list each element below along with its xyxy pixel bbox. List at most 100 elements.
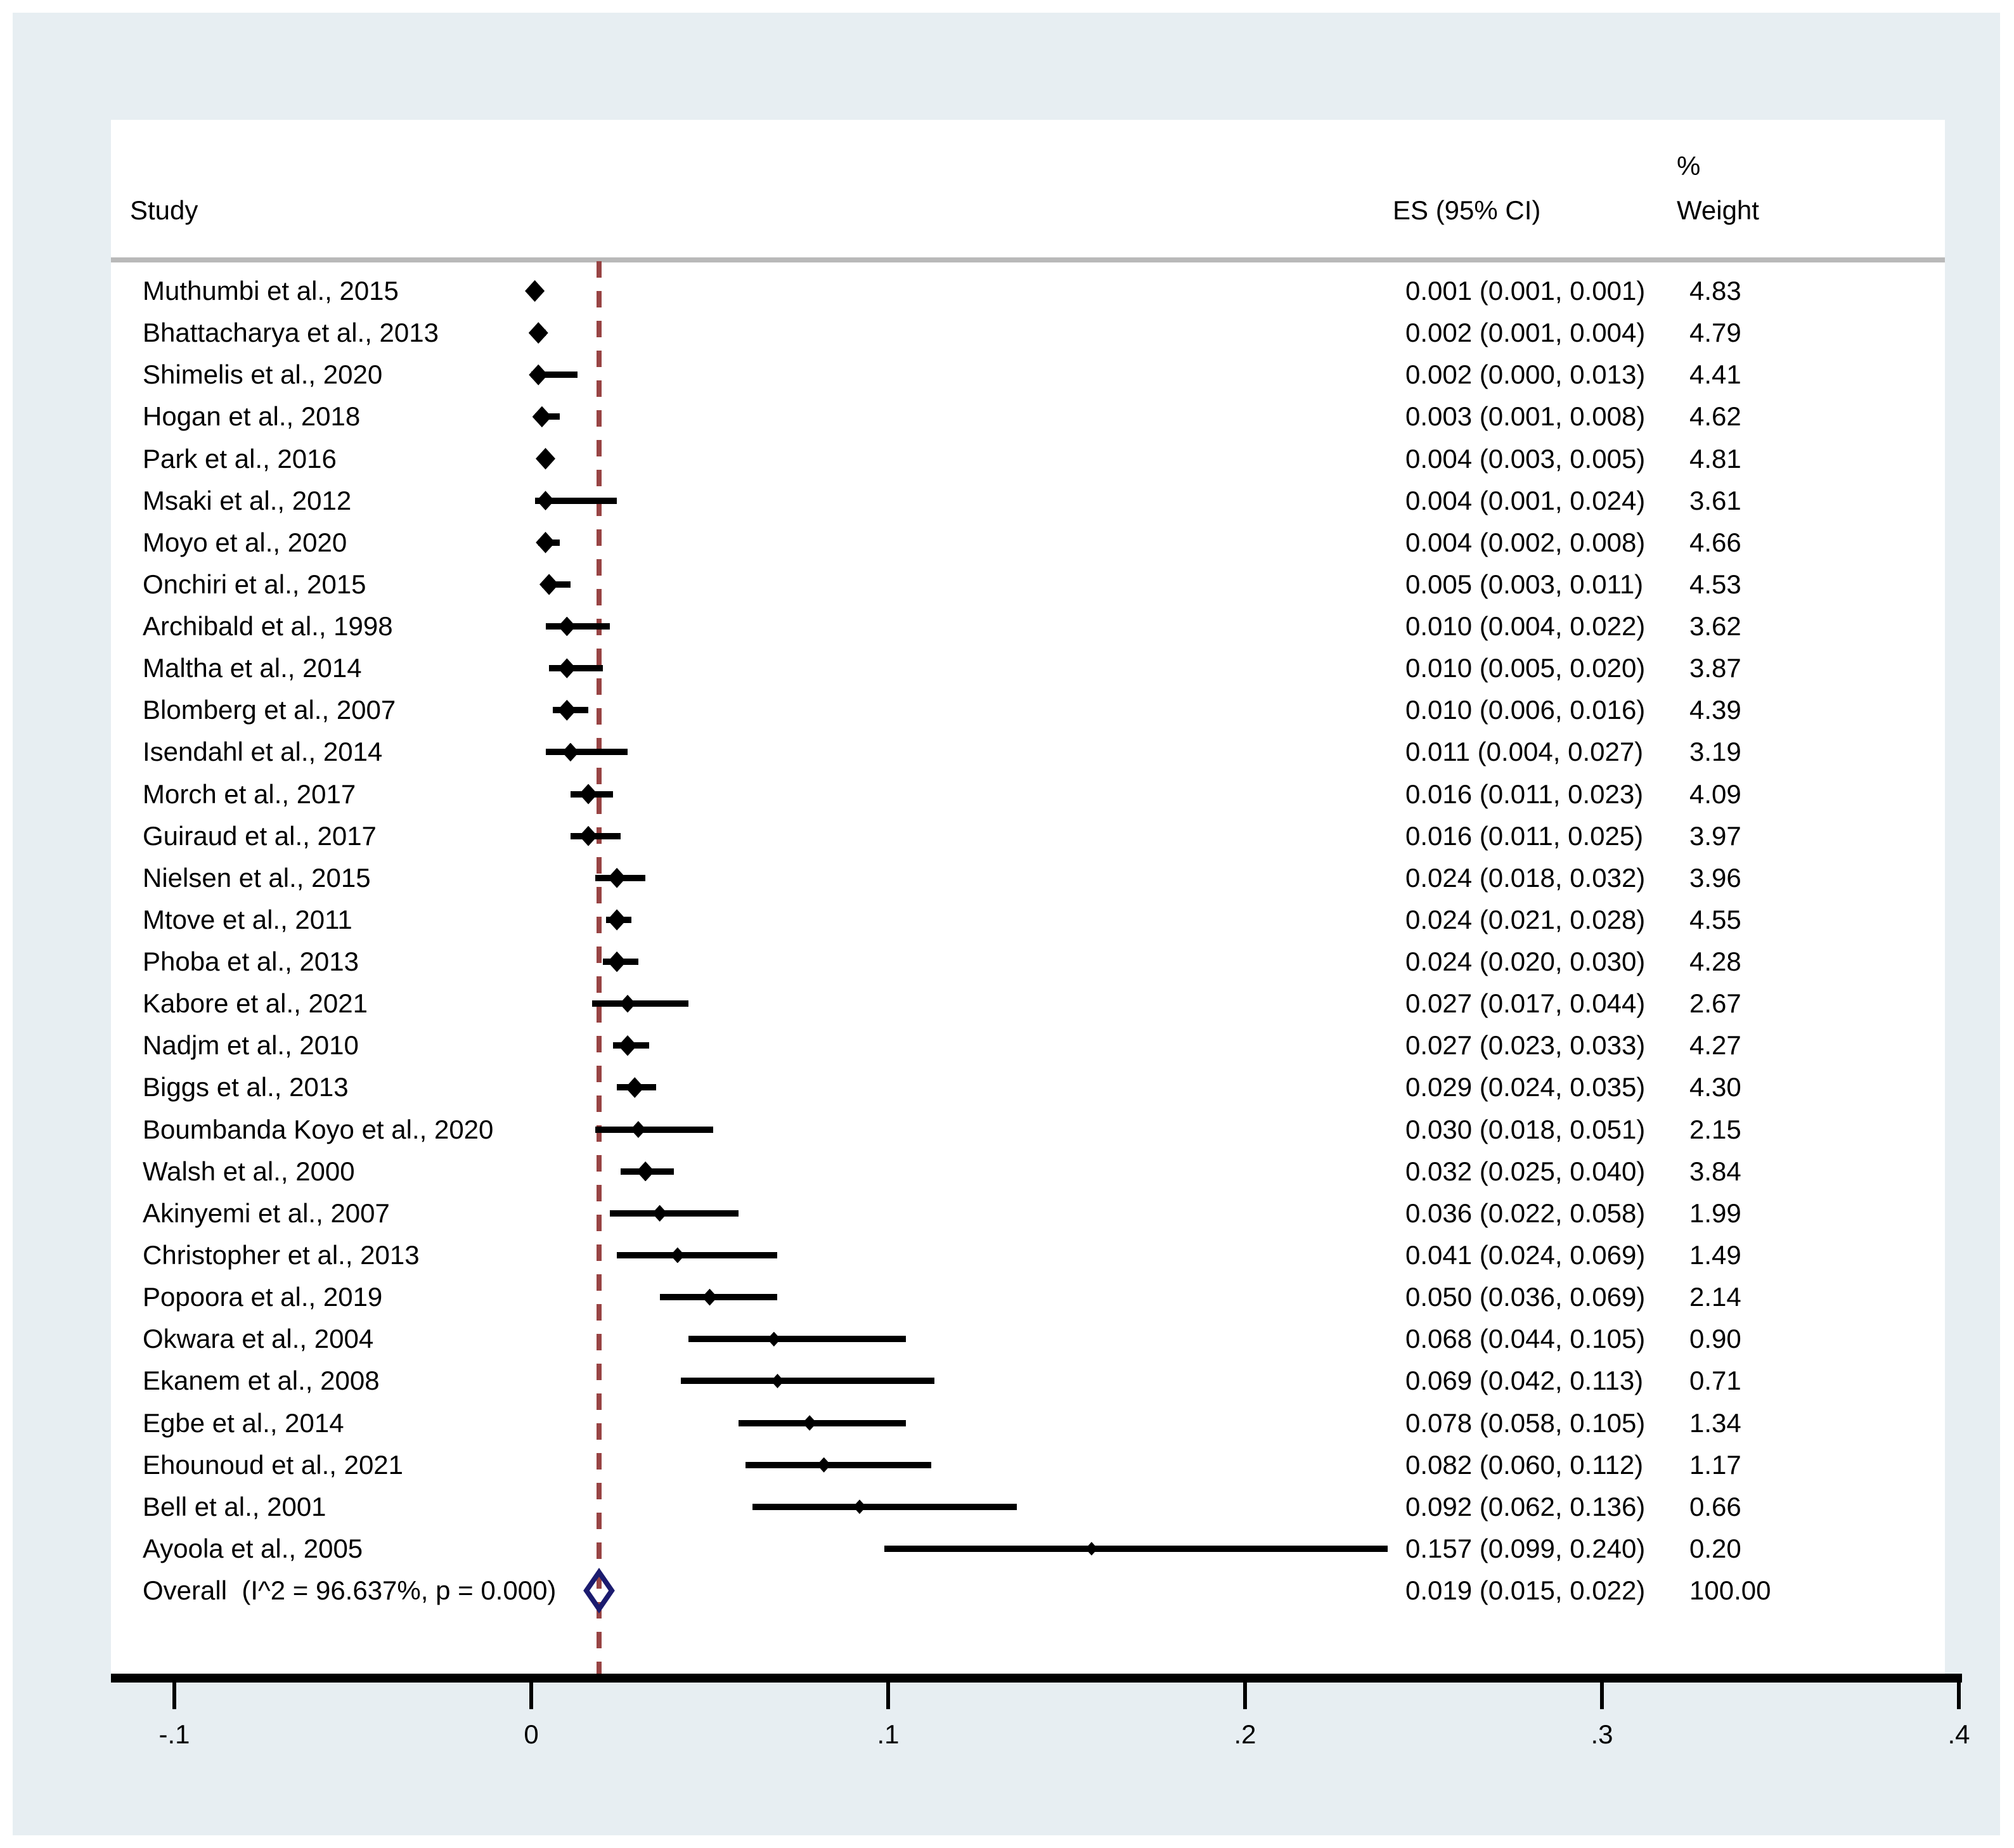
study-label: Moyo et al., 2020 (143, 527, 347, 557)
es-ci-value: 0.001 (0.001, 0.001) (1405, 276, 1646, 306)
x-axis-tick-label: 0 (524, 1719, 539, 1749)
ci-interval-line (738, 1419, 907, 1426)
x-axis-tick-label: .1 (877, 1719, 900, 1749)
es-ci-value: 0.010 (0.006, 0.016) (1405, 695, 1646, 725)
weight-value: 1.34 (1689, 1407, 1741, 1438)
study-label: Kabore et al., 2021 (143, 988, 368, 1019)
weight-value: 1.49 (1689, 1239, 1741, 1270)
x-axis-tick-label: -.1 (158, 1719, 190, 1749)
effect-size-marker (652, 1205, 668, 1222)
overall-weight-value: 100.00 (1689, 1575, 1771, 1606)
es-ci-value: 0.078 (0.058, 0.105) (1405, 1407, 1646, 1438)
weight-value: 3.84 (1689, 1156, 1741, 1186)
overall-diamond-marker (583, 1568, 615, 1614)
es-ci-value: 0.029 (0.024, 0.035) (1405, 1072, 1646, 1102)
x-axis-tick-label: .4 (1947, 1719, 1970, 1749)
x-axis-tick-label: .3 (1591, 1719, 1613, 1749)
overall-label: Overall (I^2 = 96.637%, p = 0.000) (143, 1575, 557, 1606)
study-label: Popoora et al., 2019 (143, 1282, 383, 1312)
plot-area (111, 120, 1945, 1674)
x-axis-tick-label: .2 (1234, 1719, 1256, 1749)
weight-value: 4.39 (1689, 695, 1741, 725)
es-ci-value: 0.016 (0.011, 0.025) (1405, 820, 1644, 851)
ci-interval-line (545, 623, 610, 630)
study-label: Phoba et al., 2013 (143, 947, 359, 977)
weight-value: 0.90 (1689, 1324, 1741, 1354)
x-axis-tick (1600, 1683, 1604, 1709)
weight-value: 4.66 (1689, 527, 1741, 557)
weight-value: 1.17 (1689, 1449, 1741, 1480)
weight-value: 2.67 (1689, 988, 1741, 1019)
column-header-weight: Weight (1677, 195, 1759, 225)
study-label: Shimelis et al., 2020 (143, 359, 383, 390)
weight-value: 3.61 (1689, 485, 1741, 515)
study-label: Muthumbi et al., 2015 (143, 276, 399, 306)
ci-interval-line (595, 1126, 714, 1133)
x-axis-tick (886, 1683, 890, 1709)
weight-value: 4.27 (1689, 1030, 1741, 1061)
ci-interval-line (545, 749, 628, 756)
weight-value: 2.15 (1689, 1114, 1741, 1144)
header-separator-line (111, 257, 1945, 262)
ci-interval-line (688, 1336, 907, 1343)
es-ci-value: 0.036 (0.022, 0.058) (1405, 1198, 1646, 1228)
x-axis-tick (529, 1683, 533, 1709)
study-label: Egbe et al., 2014 (143, 1407, 344, 1438)
weight-value: 3.96 (1689, 862, 1741, 893)
es-ci-value: 0.024 (0.018, 0.032) (1405, 862, 1646, 893)
study-label: Hogan et al., 2018 (143, 401, 361, 432)
es-ci-value: 0.003 (0.001, 0.008) (1405, 401, 1646, 432)
effect-size-marker (802, 1415, 817, 1431)
es-ci-value: 0.092 (0.062, 0.136) (1405, 1491, 1646, 1522)
weight-value: 2.14 (1689, 1282, 1741, 1312)
effect-size-marker (670, 1247, 685, 1263)
es-ci-value: 0.011 (0.004, 0.027) (1405, 737, 1644, 767)
es-ci-value: 0.027 (0.017, 0.044) (1405, 988, 1646, 1019)
x-axis-tick (172, 1683, 176, 1709)
es-ci-value: 0.004 (0.001, 0.024) (1405, 485, 1646, 515)
study-label: Ayoola et al., 2005 (143, 1533, 363, 1563)
es-ci-value: 0.024 (0.020, 0.030) (1405, 947, 1646, 977)
es-ci-value: 0.002 (0.001, 0.004) (1405, 318, 1646, 348)
study-label: Biggs et al., 2013 (143, 1072, 349, 1102)
weight-value: 3.97 (1689, 820, 1741, 851)
weight-value: 4.79 (1689, 318, 1741, 348)
study-label: Christopher et al., 2013 (143, 1239, 420, 1270)
es-ci-value: 0.010 (0.005, 0.020) (1405, 653, 1646, 683)
figure-background: Study ES (95% CI) % Weight Muthumbi et a… (13, 13, 2000, 1835)
weight-value: 4.62 (1689, 401, 1741, 432)
weight-value: 3.62 (1689, 611, 1741, 642)
study-label: Walsh et al., 2000 (143, 1156, 355, 1186)
ci-interval-line (745, 1461, 931, 1468)
es-ci-value: 0.005 (0.003, 0.011) (1405, 569, 1644, 599)
study-label: Bell et al., 2001 (143, 1491, 326, 1522)
study-label: Ehounoud et al., 2021 (143, 1449, 404, 1480)
es-ci-value: 0.016 (0.011, 0.023) (1405, 779, 1644, 809)
es-ci-value: 0.082 (0.060, 0.112) (1405, 1449, 1644, 1480)
column-header-es-ci: ES (95% CI) (1393, 195, 1541, 225)
es-ci-value: 0.069 (0.042, 0.113) (1405, 1366, 1644, 1396)
study-label: Bhattacharya et al., 2013 (143, 318, 439, 348)
weight-value: 0.66 (1689, 1491, 1741, 1522)
ci-interval-line (609, 1210, 739, 1217)
es-ci-value: 0.068 (0.044, 0.105) (1405, 1324, 1646, 1354)
ci-interval-line (531, 372, 578, 378)
weight-value: 3.87 (1689, 653, 1741, 683)
x-axis-tick (1957, 1683, 1961, 1709)
weight-value: 4.28 (1689, 947, 1741, 977)
weight-value: 4.41 (1689, 359, 1741, 390)
study-label: Onchiri et al., 2015 (143, 569, 366, 599)
weight-value: 0.20 (1689, 1533, 1741, 1563)
x-axis-line (111, 1674, 1962, 1683)
study-label: Nielsen et al., 2015 (143, 862, 371, 893)
weight-value: 4.09 (1689, 779, 1741, 809)
ci-interval-line (534, 497, 617, 504)
study-label: Boumbanda Koyo et al., 2020 (143, 1114, 494, 1144)
weight-value: 4.55 (1689, 904, 1741, 934)
study-label: Park et al., 2016 (143, 443, 337, 474)
study-label: Okwara et al., 2004 (143, 1324, 374, 1354)
effect-size-marker (853, 1499, 867, 1515)
study-label: Nadjm et al., 2010 (143, 1030, 359, 1061)
es-ci-value: 0.010 (0.004, 0.022) (1405, 611, 1646, 642)
overall-reference-dashed-line (596, 261, 602, 1674)
